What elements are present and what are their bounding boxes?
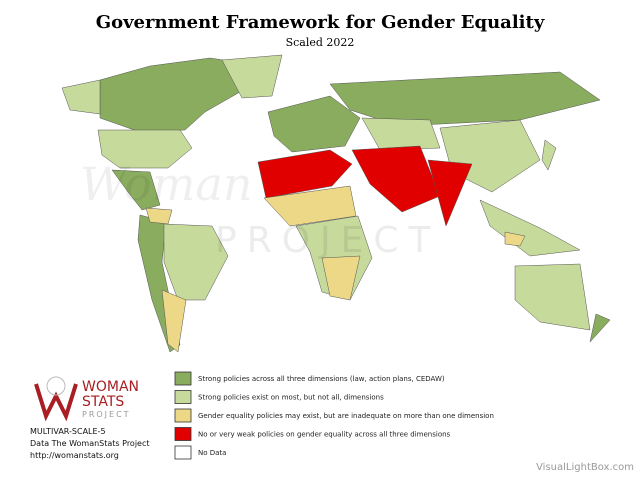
russia — [329, 71, 601, 127]
southeast-asia — [479, 199, 581, 257]
legend-swatch — [174, 408, 192, 423]
greenland — [221, 54, 283, 99]
watermark-script: Woman — [80, 157, 253, 211]
middle-east — [351, 145, 441, 213]
central-america — [111, 169, 161, 211]
logo-line1: WOMAN — [82, 379, 139, 395]
venezuela — [145, 207, 173, 225]
legend-swatch — [174, 390, 192, 404]
north-africa — [257, 149, 353, 199]
legend-label: Gender equality policies may exist, but … — [198, 412, 494, 420]
new-zealand — [589, 313, 611, 343]
title: Government Framework for Gender Equality — [96, 12, 545, 33]
logo-mark — [34, 383, 78, 422]
watermark-word: PROJECT — [215, 220, 441, 261]
subtitle: Scaled 2022 — [286, 36, 355, 49]
legend-label: Strong policies across all three dimensi… — [198, 375, 445, 383]
india — [427, 159, 473, 227]
indonesia-part — [504, 231, 526, 247]
legend-swatch — [174, 445, 192, 460]
logo: WOMAN STATS PROJECT — [34, 376, 139, 422]
sahel — [263, 185, 357, 227]
legend-label: No or very weak policies on gender equal… — [198, 431, 451, 439]
source-data: Data The WomanStats Project — [30, 439, 150, 448]
logo-line2: STATS — [82, 394, 124, 410]
logo-globe — [46, 376, 66, 396]
source-code: MULTIVAR-SCALE-5 — [30, 427, 106, 436]
site-watermark: VisualLightBox.com — [536, 462, 634, 473]
brazil — [163, 223, 229, 301]
legend-swatch — [174, 427, 192, 441]
southern-africa — [321, 255, 361, 301]
logo-line3: PROJECT — [82, 410, 131, 419]
alaska — [61, 79, 101, 115]
europe — [267, 95, 361, 153]
source-url: http://womanstats.org — [30, 451, 119, 460]
canada — [99, 57, 263, 133]
australia — [514, 263, 591, 331]
legend: Strong policies across all three dimensi… — [174, 371, 494, 460]
usa — [97, 129, 193, 169]
kazakh-region — [361, 117, 441, 151]
legend-label: Strong policies exist on most, but not a… — [198, 394, 384, 402]
legend-label: No Data — [198, 449, 226, 457]
japan — [541, 139, 557, 171]
map — [61, 54, 611, 353]
legend-swatch — [174, 371, 192, 386]
argentina — [161, 289, 187, 353]
